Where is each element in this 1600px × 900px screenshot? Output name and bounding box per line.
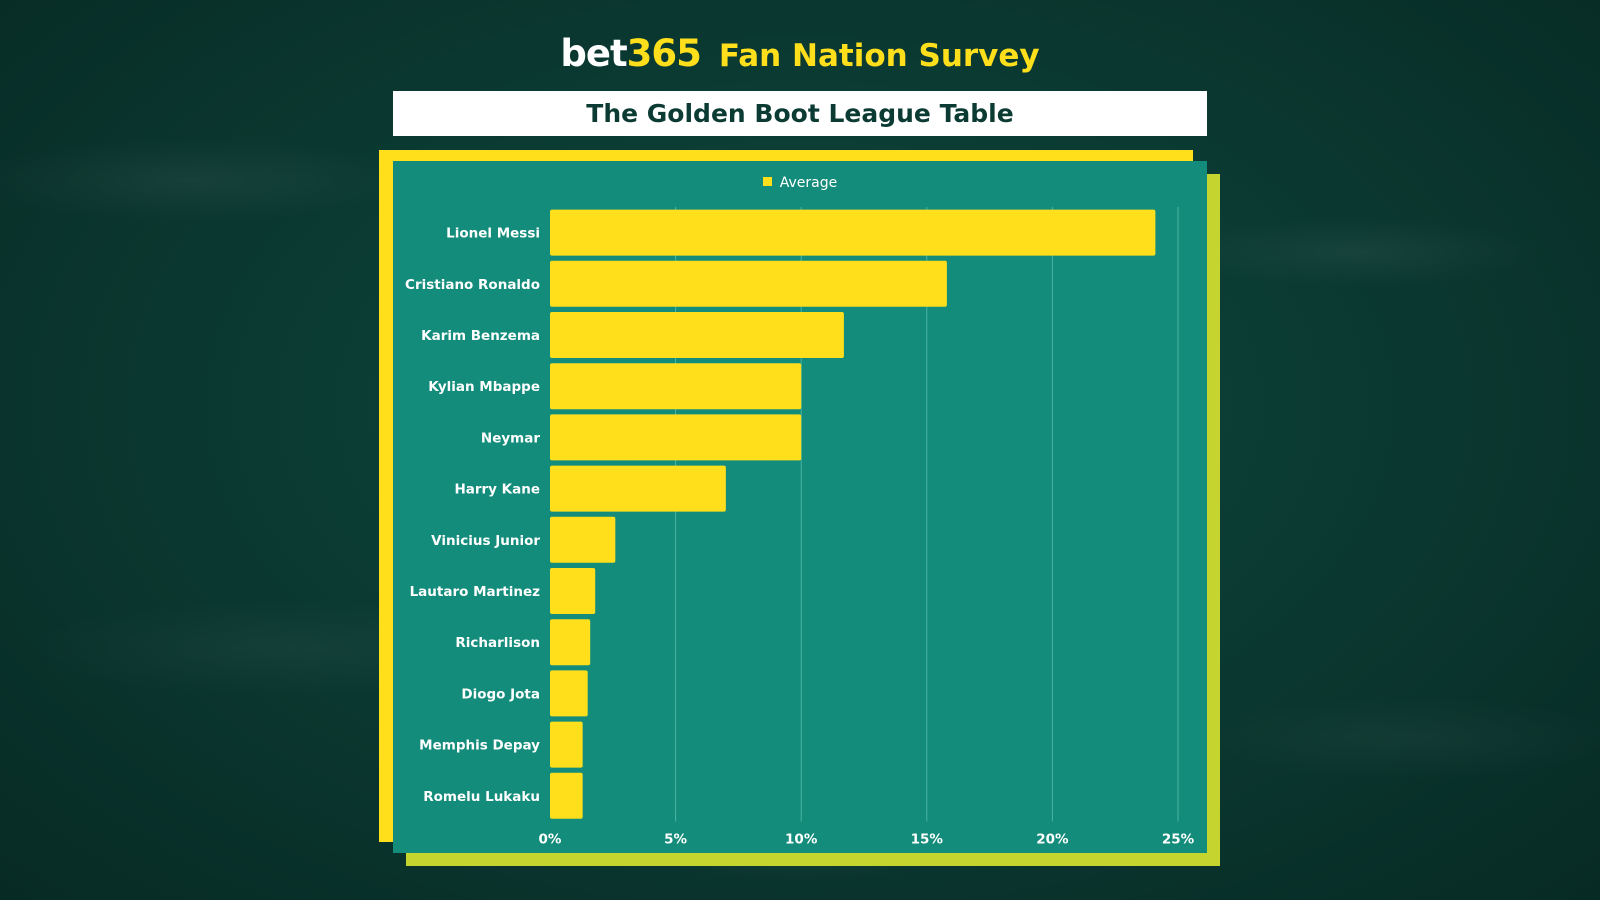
category-label: Harry Kane [454, 482, 540, 498]
legend-label-average: Average [779, 175, 838, 191]
chart-title: The Golden Boot League Table [393, 91, 1207, 136]
brand-logo-number: 365 [626, 32, 702, 75]
category-label: Memphis Depay [419, 738, 540, 754]
category-label: Cristiano Ronaldo [405, 277, 540, 293]
category-label: Diogo Jota [461, 686, 540, 702]
chart-panel: Average Lionel Messi Cristiano Ronaldo Kar… [393, 161, 1207, 853]
bar-harry-kane [550, 465, 726, 512]
x-tick-label: 25% [1162, 831, 1195, 847]
bar-diogo-jota [550, 670, 588, 717]
brand-logo-main: bet [560, 32, 627, 75]
x-tick-label: 5% [664, 831, 687, 847]
bar-lautaro-martinez [550, 568, 596, 614]
bar-vinicius-junior [550, 516, 616, 563]
brand-logo: bet365 [560, 32, 702, 75]
x-tick-label: 20% [1036, 831, 1069, 847]
x-tick-label: 0% [539, 831, 562, 847]
category-label: Kylian Mbappe [428, 379, 540, 395]
x-tick-label: 10% [785, 831, 818, 847]
category-label: Vinicius Junior [431, 533, 540, 549]
category-label: Richarlison [455, 635, 540, 651]
bar-karim-benzema [550, 312, 844, 358]
survey-title: Fan Nation Survey [718, 38, 1040, 74]
x-axis-tick-labels: 0% 5% 10% 15% 20% 25% [539, 831, 1195, 847]
category-label: Lautaro Martinez [410, 584, 541, 600]
bar-chart: Lionel Messi Cristiano Ronaldo Karim Benze… [405, 207, 1195, 847]
page-header: bet365 Fan Nation Survey [0, 32, 1600, 75]
chart-legend: Average [393, 175, 1207, 191]
bar-neymar [550, 414, 802, 461]
bar-romelu-lukaku [550, 772, 583, 819]
bar-cristiano-ronaldo [550, 260, 947, 307]
bar-richarlison [550, 619, 591, 666]
grid-lines [675, 207, 1179, 822]
category-label: Lionel Messi [446, 226, 540, 242]
legend-swatch-average [762, 177, 772, 186]
category-label: Karim Benzema [421, 328, 540, 344]
x-tick-label: 15% [911, 831, 944, 847]
bar-lionel-messi [550, 209, 1156, 256]
bar-memphis-depay [550, 721, 583, 768]
category-label: Romelu Lukaku [423, 789, 540, 805]
bar-kylian-mbappe [550, 363, 802, 410]
category-label: Neymar [481, 430, 540, 446]
bars [550, 209, 1156, 819]
category-labels: Lionel Messi Cristiano Ronaldo Karim Benze… [405, 226, 540, 805]
